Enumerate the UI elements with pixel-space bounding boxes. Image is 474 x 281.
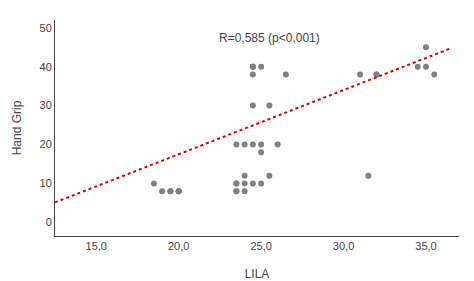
- svg-text:15,0: 15,0: [86, 240, 107, 252]
- svg-text:Hand Grip: Hand Grip: [10, 100, 24, 155]
- svg-text:30,0: 30,0: [333, 240, 354, 252]
- svg-text:20,0: 20,0: [168, 240, 189, 252]
- svg-text:30: 30: [40, 99, 52, 111]
- svg-text:40: 40: [40, 61, 52, 73]
- svg-text:10: 10: [40, 177, 52, 189]
- svg-text:R=0,585 (p<0,001): R=0,585 (p<0,001): [219, 31, 320, 45]
- svg-text:0: 0: [46, 216, 52, 228]
- svg-text:25,0: 25,0: [250, 240, 271, 252]
- svg-text:50: 50: [40, 22, 52, 34]
- svg-text:35,0: 35,0: [415, 240, 436, 252]
- svg-text:20: 20: [40, 138, 52, 150]
- svg-text:LILA: LILA: [245, 267, 270, 281]
